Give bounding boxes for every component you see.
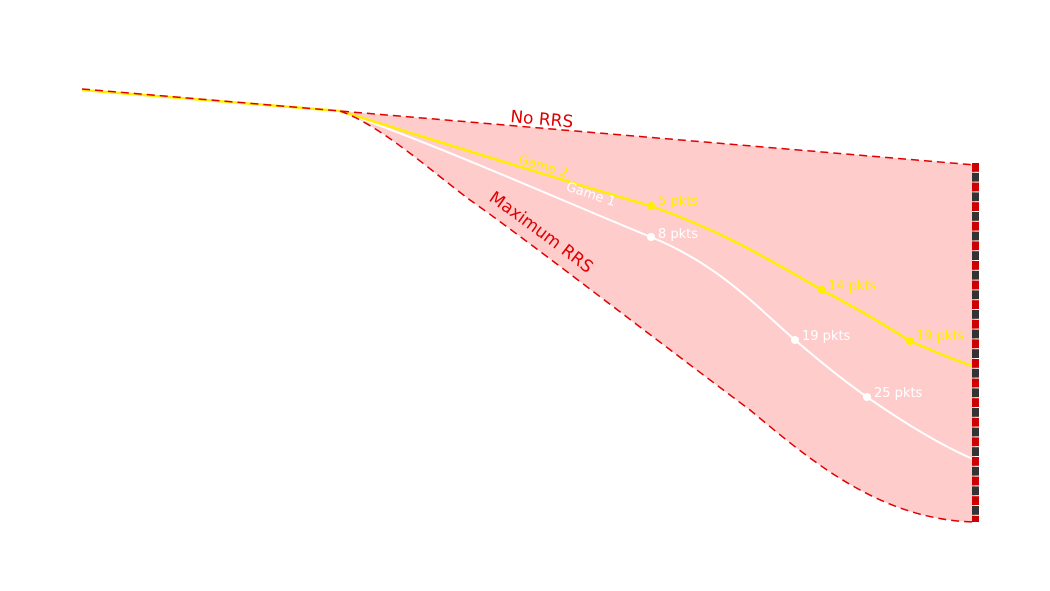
bar-segment [972,457,979,466]
bar-segment [972,476,979,486]
game2-point-2-label: 14 pkts [828,279,877,294]
bar-segment [972,310,979,319]
bar-segment [972,202,979,211]
bar-segment [972,437,979,447]
game1-point-2 [791,336,799,344]
game2-point-3 [906,337,914,345]
bar-segment [972,241,979,251]
bar-segment [972,447,979,456]
game1-point-2-label: 19 pkts [802,329,851,344]
bar-segment [972,319,979,329]
bar-segment [972,172,979,182]
bar-segment [972,466,979,476]
game2-point-3-label: 19 pkts [916,329,965,344]
bar-segment [972,349,979,358]
bar-segment [972,290,979,300]
rrs-envelope-area [82,89,975,522]
bar-segment [972,280,979,290]
bar-segment [972,496,979,505]
bar-segment [972,212,979,221]
bar-segment [972,378,979,388]
bar-segment [972,251,979,260]
bar-segment [972,368,979,378]
max-rrs-line [339,110,976,523]
bar-segment [972,398,979,407]
bar-segment [972,486,979,496]
game2-point-1-label: 5 pkts [658,194,698,209]
game1-point-1-label: 8 pkts [658,227,698,242]
bar-segment [972,163,979,172]
bar-segment [972,329,979,339]
game1-point-3-label: 25 pkts [874,386,923,401]
bar-segment [972,408,979,417]
bar-segment [972,300,979,309]
bar-segment [972,192,979,202]
bar-segment [972,221,979,231]
bar-segment [972,231,979,241]
bar-segment [972,359,979,368]
bar-segment [972,506,979,515]
game1-point-1 [647,233,655,241]
bar-segment [972,388,979,398]
bar-segment [972,339,979,349]
bar-segment [972,427,979,437]
bar-segment [972,182,979,192]
no-rrs-line [81,88,976,166]
game2-point-1 [647,202,655,210]
game2-point-2 [818,286,826,294]
game1-point-3 [863,393,871,401]
segmented-right-bar [972,163,979,522]
bar-segment [972,261,979,270]
bar-segment [972,270,979,280]
game1-line [339,110,976,461]
bar-segment [972,417,979,427]
bar-segment [972,515,979,522]
